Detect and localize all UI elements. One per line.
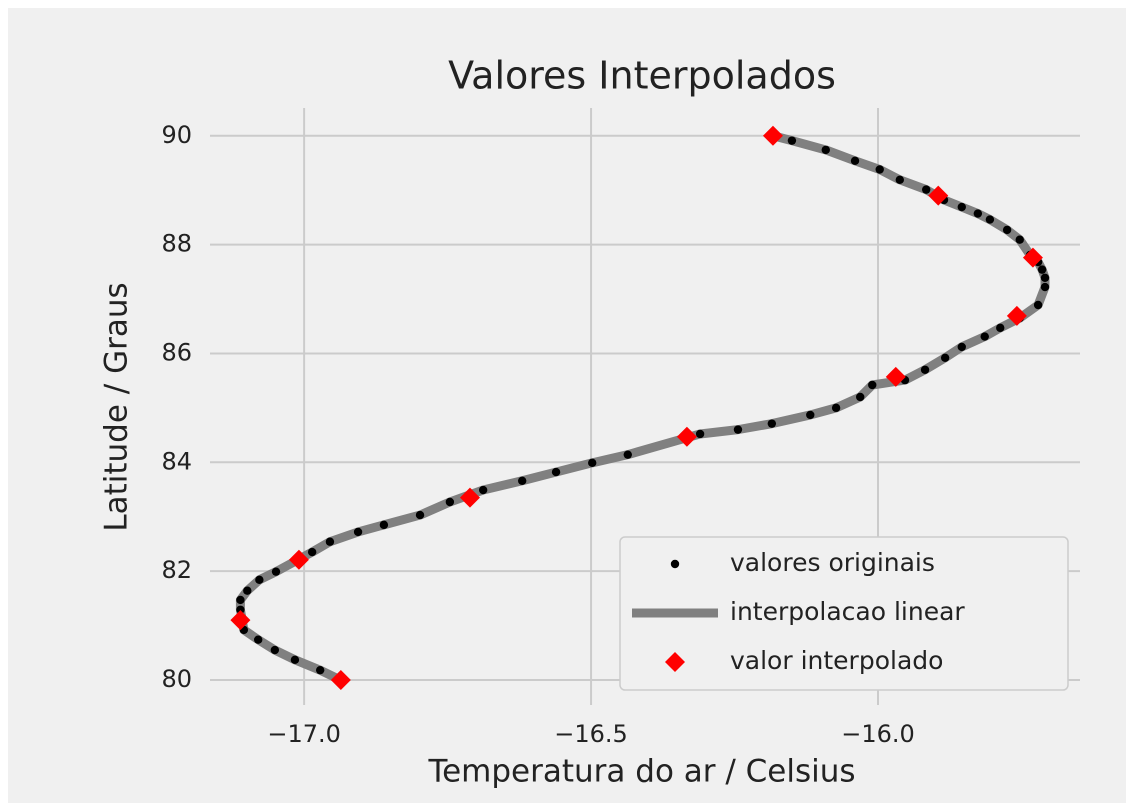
interpolated-point — [885, 366, 906, 387]
x-axis-label: Temperatura do ar / Celsius — [427, 754, 855, 790]
interpolated-point — [1006, 305, 1027, 326]
y-tick-label: 84 — [161, 447, 192, 475]
original-point — [920, 365, 930, 374]
interpolated-point — [928, 185, 949, 206]
legend-box — [619, 536, 1069, 691]
legend-dot — [670, 559, 680, 569]
original-point — [831, 403, 841, 413]
original-point — [922, 185, 931, 194]
original-point — [445, 497, 455, 507]
original-point — [325, 537, 335, 546]
x-tick-label: −16.5 — [554, 720, 628, 748]
original-point — [895, 175, 905, 185]
original-point — [1002, 225, 1012, 235]
original-point — [551, 467, 561, 477]
original-point — [957, 202, 966, 212]
original-point — [623, 450, 632, 459]
original-point — [236, 595, 245, 605]
original-point — [290, 655, 300, 665]
original-point — [236, 605, 245, 614]
x-tick-label: −17.0 — [267, 720, 341, 748]
interpolated-point — [676, 426, 697, 447]
y-tick-label: 88 — [161, 230, 192, 258]
original-point — [767, 419, 777, 428]
original-point — [980, 332, 989, 341]
interpolated-point — [330, 669, 351, 690]
original-point — [868, 380, 877, 390]
original-point — [973, 209, 983, 218]
original-point — [270, 645, 280, 655]
original-point — [478, 485, 488, 495]
original-point — [1015, 235, 1024, 244]
original-point — [1040, 282, 1050, 292]
original-point — [957, 342, 966, 352]
interpolated-point — [1022, 247, 1043, 268]
interpolated-point — [288, 549, 309, 570]
y-tick-label: 82 — [161, 556, 192, 584]
original-point — [940, 353, 950, 362]
original-point — [353, 527, 363, 537]
original-point — [255, 575, 264, 585]
original-point — [254, 635, 263, 644]
x-tick-label: −16.0 — [841, 720, 915, 748]
legend-label: valores originais — [730, 548, 935, 577]
original-point — [517, 476, 527, 485]
original-point — [787, 136, 797, 145]
y-tick-label: 80 — [161, 665, 192, 693]
original-point — [588, 458, 597, 468]
original-point — [243, 586, 252, 595]
y-tick-label: 86 — [161, 338, 192, 366]
original-point — [379, 520, 389, 530]
original-point — [315, 665, 325, 675]
original-point — [1040, 273, 1050, 282]
interpolated-point — [459, 487, 480, 508]
y-axis-label: Latitude / Graus — [99, 282, 135, 531]
original-point — [307, 547, 317, 557]
original-point — [821, 145, 830, 155]
original-point — [806, 410, 815, 420]
chart-title: Valores Interpolados — [448, 54, 836, 98]
interpolated-point — [230, 610, 251, 631]
original-point — [271, 567, 281, 576]
original-point — [733, 425, 743, 434]
original-point — [996, 323, 1005, 333]
original-point — [985, 215, 995, 224]
original-point — [1037, 265, 1047, 274]
original-point — [856, 392, 865, 402]
legend-label: interpolacao linear — [730, 597, 965, 626]
legend-diamond — [665, 652, 685, 672]
original-point — [875, 165, 884, 174]
legend-label: valor interpolado — [730, 646, 943, 675]
original-point — [415, 510, 425, 520]
interpolated-point — [762, 125, 783, 146]
original-point — [1033, 300, 1043, 310]
original-point — [695, 429, 705, 439]
original-point — [850, 156, 860, 165]
y-tick-label: 90 — [161, 121, 192, 149]
